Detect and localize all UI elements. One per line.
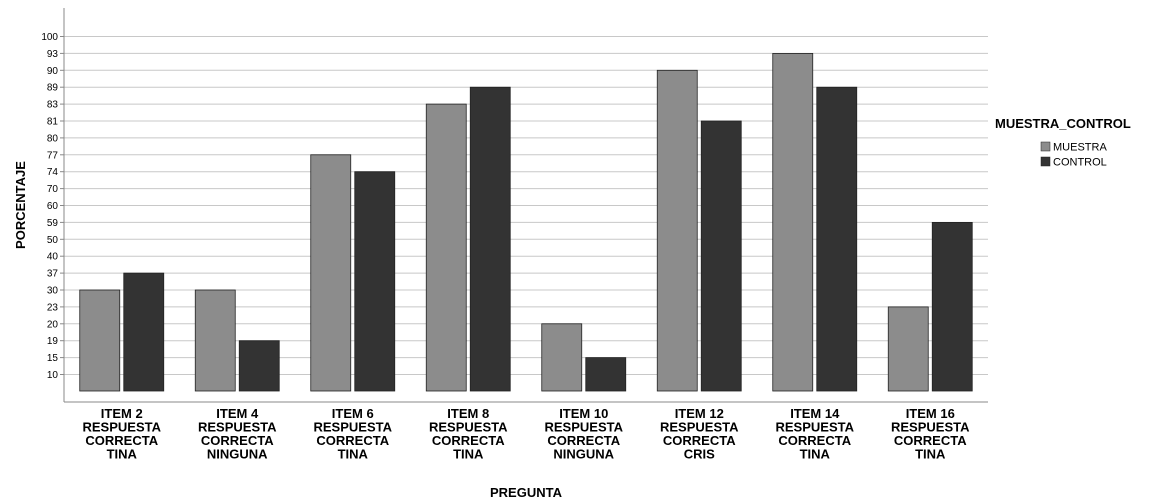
x-axis-categories: ITEM 2 RESPUESTA CORRECTA TINA ITEM 4 RESPUES… <box>83 406 971 462</box>
y-tick-label: 60 <box>47 201 59 212</box>
y-tick-label: 89 <box>47 83 59 94</box>
bar-muestra <box>425 103 467 392</box>
y-tick-label: 59 <box>47 218 59 229</box>
x-category-label: ITEM 8 RESPUESTA CORRECTA TINA <box>429 406 508 462</box>
y-tick-label: 74 <box>47 167 59 178</box>
y-tick-label: 77 <box>47 150 59 161</box>
bar-control <box>585 357 627 392</box>
bar-control <box>816 86 858 392</box>
legend: MUESTRA_CONTROL MUESTRA CONTROL <box>995 116 1131 169</box>
bar-control <box>931 221 973 392</box>
bar-control <box>123 272 165 392</box>
y-tick-label: 23 <box>47 302 59 313</box>
legend-title: MUESTRA_CONTROL <box>995 116 1131 131</box>
bar-control <box>354 171 396 392</box>
y-tick-label: 80 <box>47 133 59 144</box>
y-tick-label: 50 <box>47 235 59 246</box>
x-category-label: ITEM 2 RESPUESTA CORRECTA TINA <box>83 406 162 462</box>
y-tick-label: 100 <box>41 32 58 43</box>
y-axis-title: PORCENTAJE <box>13 161 28 249</box>
x-category-label: ITEM 6 RESPUESTA CORRECTA TINA <box>314 406 393 462</box>
y-tick-label: 83 <box>47 100 59 111</box>
bar-control <box>469 86 511 392</box>
y-tick-label: 20 <box>47 319 59 330</box>
bars <box>79 53 973 392</box>
y-tick-label: 15 <box>47 353 59 364</box>
legend-label-control: CONTROL <box>1053 157 1107 169</box>
y-tick-label: 19 <box>47 336 59 347</box>
bar-control <box>238 340 280 392</box>
y-tick-label: 10 <box>47 370 59 381</box>
x-category-label: ITEM 4 RESPUESTA CORRECTA NINGUNA <box>198 406 277 462</box>
bar-muestra <box>310 154 352 392</box>
y-tick-label: 81 <box>47 117 59 128</box>
x-axis-title: PREGUNTA <box>490 485 563 500</box>
y-tick-label: 70 <box>47 184 59 195</box>
bar-muestra <box>887 306 929 392</box>
bar-muestra <box>79 289 121 392</box>
legend-swatch-control <box>1040 156 1051 167</box>
bar-muestra <box>194 289 236 392</box>
y-tick-label: 90 <box>47 66 59 77</box>
x-category-label: ITEM 10 RESPUESTA CORRECTA NINGUNA <box>545 406 624 462</box>
bar-muestra <box>541 323 583 392</box>
x-category-label: ITEM 12 RESPUESTA CORRECTA CRIS <box>660 406 739 462</box>
bar-muestra <box>656 69 698 392</box>
bar-muestra <box>772 53 814 392</box>
y-tick-label: 93 <box>47 49 59 60</box>
y-tick-label: 30 <box>47 286 59 297</box>
legend-swatch-muestra <box>1040 141 1051 152</box>
y-axis-ticks: 10 15 19 20 23 30 37 40 50 59 60 70 74 77 80 81 83 89 90 93… <box>41 32 64 381</box>
y-tick-label: 40 <box>47 252 59 263</box>
x-category-label: ITEM 14 RESPUESTA CORRECTA TINA <box>776 406 855 462</box>
bar-control <box>700 120 742 392</box>
legend-label-muestra: MUESTRA <box>1053 142 1107 154</box>
x-category-label: ITEM 16 RESPUESTA CORRECTA TINA <box>891 406 970 462</box>
y-tick-label: 37 <box>47 269 59 280</box>
